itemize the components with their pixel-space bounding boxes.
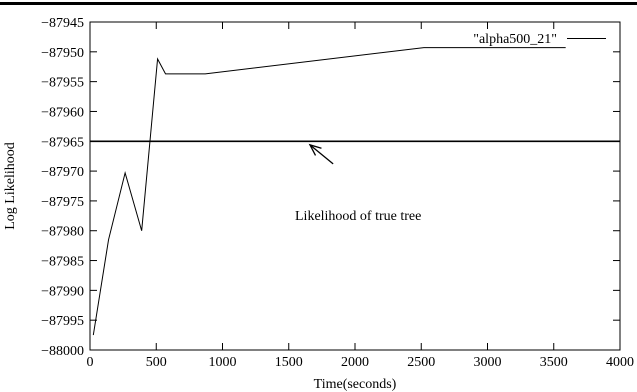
y-tick-label: −87995 (41, 314, 84, 329)
x-tick-label: 2000 (341, 355, 369, 370)
y-tick-label: −87985 (41, 255, 84, 270)
x-tick-label: 3500 (540, 355, 568, 370)
legend: "alpha500_21" (473, 32, 606, 47)
x-tick-label: 0 (87, 355, 94, 370)
annotation-label: Likelihood of true tree (295, 209, 421, 224)
x-tick-label: 2500 (407, 355, 435, 370)
y-tick-label: −87965 (41, 135, 84, 150)
y-tick-label: −87990 (41, 284, 84, 299)
legend-label: "alpha500_21" (473, 32, 557, 47)
annotation-arrow-head (308, 143, 322, 156)
y-tick-label: −87970 (41, 165, 84, 180)
y-tick-label: −88000 (41, 344, 84, 359)
y-tick-label: −87955 (41, 76, 84, 91)
series-line-alpha500-21 (92, 47, 566, 336)
plot-frame (89, 21, 621, 351)
y-tick-label: −87975 (41, 195, 84, 210)
y-axis-ticks: −87945 −87950 −87955 −87960 −87965 −87970 −879… (41, 16, 620, 359)
x-axis-label: Time(seconds) (314, 377, 397, 392)
x-tick-label: 1500 (275, 355, 303, 370)
y-tick-label: −87980 (41, 225, 84, 240)
y-tick-label: −87945 (41, 16, 84, 31)
x-tick-label: 500 (146, 355, 167, 370)
y-tick-label: −87950 (41, 46, 84, 61)
annotation-arrow (309, 144, 334, 165)
x-tick-label: 1000 (209, 355, 237, 370)
y-axis-label: Log Likelihood (3, 142, 18, 230)
x-tick-label: 3000 (474, 355, 502, 370)
y-tick-label: −87960 (41, 105, 84, 120)
x-axis-ticks: 0 500 1000 1500 2000 2500 3000 3500 4000 (87, 22, 634, 370)
annotation: Likelihood of true tree (295, 143, 421, 224)
x-tick-label: 4000 (606, 355, 634, 370)
